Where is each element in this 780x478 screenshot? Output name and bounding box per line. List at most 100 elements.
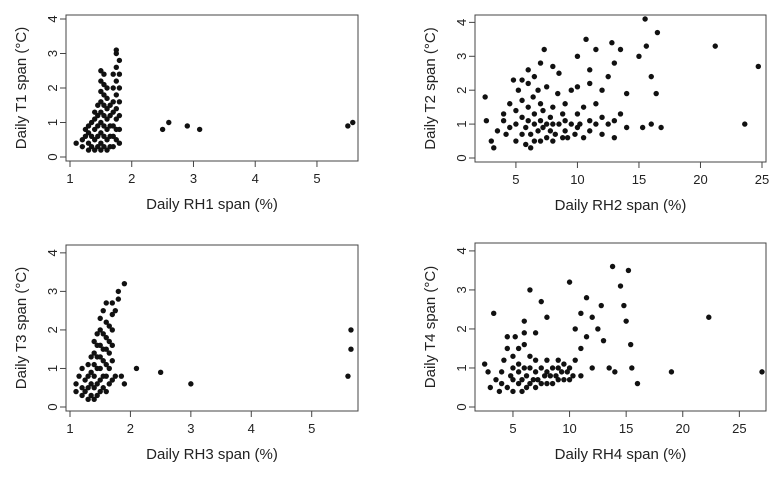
data-point (755, 63, 762, 70)
data-point (555, 357, 561, 363)
data-point (97, 342, 103, 349)
data-point (654, 29, 661, 36)
data-point (98, 99, 104, 105)
data-point (104, 95, 110, 102)
data-point (577, 121, 583, 127)
data-point (110, 133, 116, 139)
data-point (115, 296, 122, 302)
data-point (648, 121, 654, 127)
data-point (532, 369, 539, 375)
data-point (629, 365, 635, 371)
data-point (98, 130, 104, 136)
data-point (79, 385, 85, 391)
data-point (531, 138, 538, 144)
data-point (510, 77, 517, 83)
data-point (82, 126, 89, 133)
data-point (91, 116, 98, 122)
data-point (583, 334, 590, 340)
data-point (85, 130, 92, 136)
data-point (504, 384, 510, 391)
data-point (100, 331, 106, 337)
data-point (599, 131, 605, 137)
scatter-panel-t1-rh1: Daily RH1 span (%) Daily T1 span (°C) 1 2… (13, 14, 359, 213)
y-tick-label: 4 (454, 19, 469, 26)
data-point (95, 102, 101, 108)
data-point (550, 104, 556, 110)
data-point (91, 385, 97, 391)
data-point (552, 131, 558, 137)
data-point (491, 310, 497, 317)
data-point (104, 85, 110, 91)
data-point (531, 73, 538, 80)
data-point (566, 376, 573, 383)
data-point (350, 119, 356, 126)
data-point (606, 365, 612, 371)
data-point (547, 114, 554, 121)
data-point (525, 118, 531, 124)
data-point (653, 90, 659, 97)
data-point (116, 99, 123, 105)
data-point (537, 118, 544, 124)
data-point (521, 365, 527, 371)
data-point (97, 365, 103, 372)
data-point (578, 373, 584, 379)
data-point (109, 342, 115, 349)
data-point (113, 47, 120, 53)
data-point (166, 119, 172, 126)
data-point (532, 357, 539, 363)
data-point (706, 314, 712, 320)
data-point (110, 85, 116, 91)
data-point (544, 369, 550, 375)
data-point (107, 112, 113, 119)
data-point (623, 90, 630, 97)
data-point (88, 354, 94, 360)
data-point (121, 280, 128, 287)
data-point (556, 121, 562, 127)
scatter-panel-t3-rh3: Daily RH3 span (%) Daily T3 span (°C) 1 2… (13, 244, 359, 463)
data-point (485, 369, 491, 375)
data-point (513, 138, 519, 144)
data-point (91, 126, 98, 133)
y-tick-label: 3 (45, 288, 60, 295)
y-axis-label: Daily T1 span (°C) (13, 27, 30, 149)
data-point (507, 124, 513, 131)
data-point (98, 109, 104, 115)
data-point (627, 341, 634, 348)
data-point (587, 118, 593, 124)
y-axis-label: Daily T2 span (°C) (422, 27, 439, 149)
data-point (97, 354, 103, 360)
data-point (519, 114, 525, 121)
data-point (537, 101, 544, 107)
data-point (617, 111, 624, 117)
x-tick-label: 1 (66, 421, 73, 436)
x-tick-label: 4 (248, 421, 255, 436)
y-tick-label: 3 (454, 53, 469, 60)
data-point (113, 116, 120, 122)
y-tick-label: 4 (454, 247, 469, 254)
data-point (550, 63, 556, 70)
data-point (668, 369, 675, 375)
data-point (593, 101, 599, 107)
data-point (593, 46, 599, 53)
data-point (555, 90, 561, 97)
data-point (500, 111, 507, 117)
data-point (115, 288, 122, 295)
x-tick-label: 10 (562, 421, 576, 436)
x-tick-label: 5 (509, 421, 516, 436)
data-point (157, 369, 164, 376)
data-point (561, 361, 567, 367)
data-point (88, 143, 95, 150)
data-point (531, 121, 538, 127)
data-point (525, 67, 531, 73)
data-point (574, 53, 581, 59)
data-point (535, 128, 541, 134)
data-point (481, 361, 488, 367)
data-point (547, 373, 554, 379)
x-tick-label: 3 (187, 421, 194, 436)
data-point (543, 121, 550, 127)
data-point (116, 71, 123, 77)
data-point (525, 80, 531, 87)
data-point (611, 134, 618, 141)
y-tick-label: 3 (45, 50, 60, 57)
y-tick-label: 0 (45, 153, 60, 160)
